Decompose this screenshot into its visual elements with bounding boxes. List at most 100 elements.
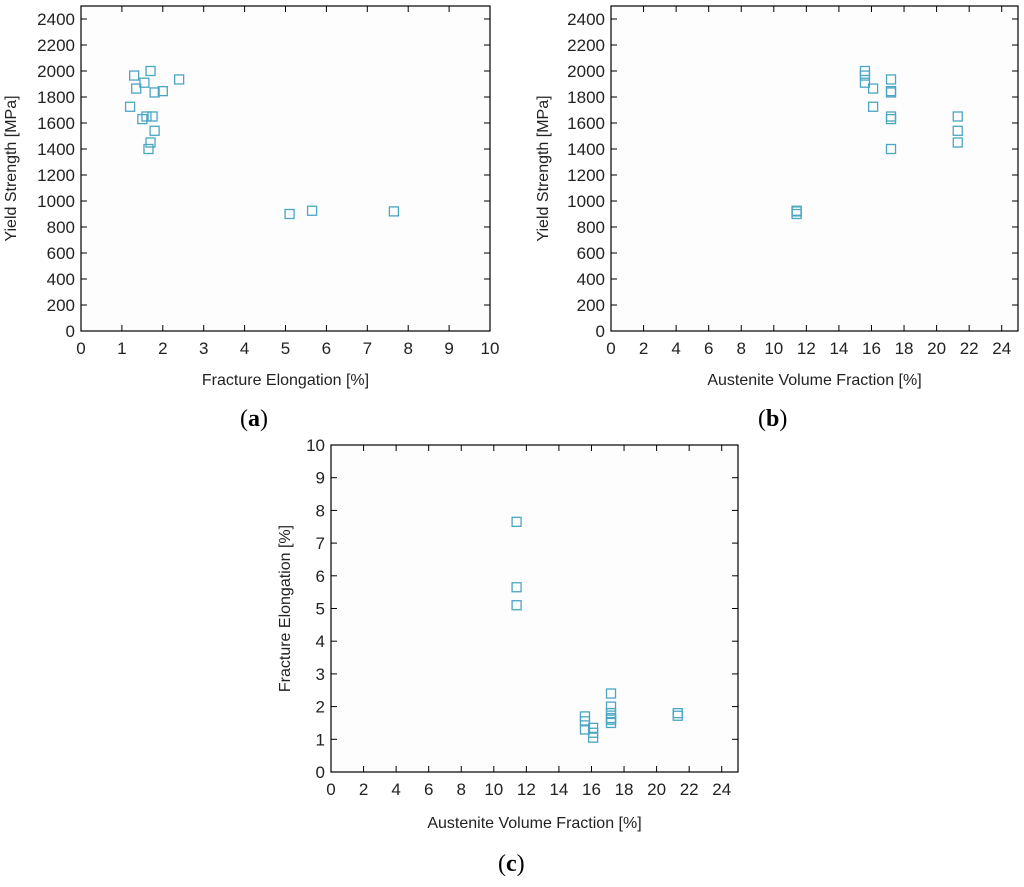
y-tick-label: 0 [316,763,325,782]
x-axis-label: Fracture Elongation [%] [202,372,369,389]
x-tick-label: 14 [549,780,568,799]
data-point [605,701,617,712]
y-tick-label: 1200 [567,166,605,185]
y-tick-label: 10 [306,436,325,455]
chart-panel-a: 0 1 2 3 4 5 6 7 8 9 10 0 200 400 600 800 1000 1200 1400 160… [3,5,500,389]
data-point [579,716,591,727]
data-point [129,70,140,81]
x-tick-label: 4 [671,339,680,358]
y-tick-label: 2400 [37,10,75,29]
x-tick-label: 8 [737,339,746,358]
y-tick-label: 400 [577,270,605,289]
data-point [859,70,871,81]
data-point [952,137,963,148]
data-point [885,74,897,85]
plot-frame [610,5,1019,332]
plot-frame [330,444,739,773]
y-tick-label: 1000 [37,192,75,211]
data-point [867,101,879,112]
data-point [952,125,963,136]
data-point [605,688,617,699]
data-point [859,77,871,88]
x-axis-label: Austenite Volume Fraction [%] [707,372,921,389]
chart-panel-c: 0 2 4 6 8 10 12 14 16 18 20 22 24012345678910Austeni… [277,436,739,832]
y-tick-label: 6 [316,567,325,586]
x-tick-label: 18 [615,780,634,799]
y-tick-label: 5 [316,600,325,619]
x-tick-label: 20 [647,780,666,799]
y-tick-label: 1 [316,730,325,749]
plot-frame [80,5,491,332]
x-tick-label: 4 [391,780,400,799]
x-tick-label: 16 [582,780,601,799]
data-point [149,87,160,98]
x-tick-label: 20 [927,339,946,358]
data-point [511,600,522,611]
x-tick-label: 10 [481,339,500,358]
data-point [579,724,591,735]
x-tick-label: 6 [322,339,331,358]
y-tick-label: 9 [316,469,325,488]
data-point [141,111,152,122]
x-tick-label: 24 [712,780,731,799]
x-tick-label: 10 [764,339,783,358]
y-tick-label: 2200 [567,36,605,55]
x-tick-label: 16 [862,339,881,358]
y-tick-label: 1000 [567,192,605,211]
x-tick-label: 7 [363,339,372,358]
y-tick-label: 600 [577,244,605,263]
data-point [791,206,802,217]
x-tick-label: 0 [606,339,615,358]
y-axis-label: Yield Strength [MPa] [3,95,20,241]
x-tick-label: 8 [457,780,466,799]
y-tick-label: 3 [316,665,325,684]
x-tick-label: 2 [158,339,167,358]
y-tick-label: 0 [596,322,605,341]
x-tick-label: 6 [424,780,433,799]
y-tick-label: 200 [577,296,605,315]
y-tick-label: 600 [47,244,75,263]
x-tick-label: 22 [680,780,699,799]
x-tick-label: 0 [326,780,335,799]
y-tick-label: 1800 [37,88,75,107]
data-point [672,710,683,721]
data-point [147,111,158,122]
y-tick-label: 1200 [37,166,75,185]
data-point [149,125,160,136]
data-point [124,101,136,112]
x-tick-label: 24 [992,339,1011,358]
y-tick-label: 1600 [567,114,605,133]
panel-label-c: (c) [498,851,525,877]
x-tick-label: 12 [797,339,816,358]
y-tick-label: 0 [66,322,75,341]
data-point [867,83,879,94]
y-tick-label: 1400 [37,140,75,159]
y-tick-label: 200 [47,296,75,315]
data-point [587,732,599,743]
x-tick-label: 4 [240,339,249,358]
x-axis-label: Austenite Volume Fraction [%] [427,815,641,832]
data-point [885,87,897,98]
y-tick-label: 800 [47,218,75,237]
x-tick-label: 2 [359,780,368,799]
y-tick-label: 1400 [567,140,605,159]
data-point [511,582,522,593]
x-tick-label: 6 [704,339,713,358]
y-tick-label: 2000 [37,62,75,81]
x-tick-label: 22 [960,339,979,358]
x-tick-label: 3 [199,339,208,358]
data-point [143,143,154,155]
y-tick-label: 8 [316,501,325,520]
y-tick-label: 800 [577,218,605,237]
y-tick-label: 2400 [567,10,605,29]
y-tick-label: 400 [47,270,75,289]
y-tick-label: 1600 [37,114,75,133]
x-tick-label: 0 [76,339,85,358]
x-tick-label: 1 [117,339,126,358]
data-point [952,111,963,122]
data-point [145,137,156,148]
data-point [139,77,150,88]
panel-label-b: (b) [758,406,788,432]
y-tick-label: 2000 [567,62,605,81]
